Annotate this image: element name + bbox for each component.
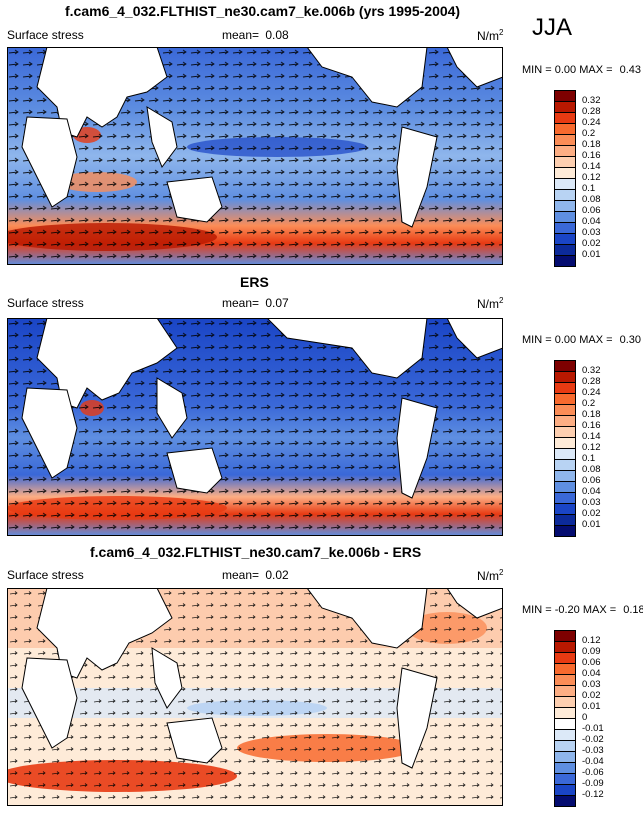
panel3-units: N/m2 bbox=[477, 568, 504, 583]
colorbar-tick-label: 0.08 bbox=[582, 194, 601, 205]
colorbar-tick-label: 0.2 bbox=[582, 128, 596, 139]
colorbar-tick-label: 0.18 bbox=[582, 139, 601, 150]
colorbar-tick-label: 0.28 bbox=[582, 376, 601, 387]
colorbar-tick-label: 0.03 bbox=[582, 227, 601, 238]
colorbar-tick-label: 0.02 bbox=[582, 690, 601, 701]
colorbar-tick-label: 0.14 bbox=[582, 431, 601, 442]
colorbar-tick-label: 0.12 bbox=[582, 442, 601, 453]
panel3-land bbox=[21, 588, 503, 769]
colorbar-tick-label: 0.04 bbox=[582, 216, 601, 227]
colorbar-tick-label: 0.01 bbox=[582, 519, 601, 530]
colorbar-swatch bbox=[554, 795, 576, 807]
colorbar-tick-label: 0.06 bbox=[582, 657, 601, 668]
panel1-minmax: MIN = 0.00 MAX = 0.43 bbox=[522, 64, 642, 76]
panel3-mean-value: 0.02 bbox=[265, 568, 289, 582]
colorbar-tick-label: 0.04 bbox=[582, 486, 601, 497]
colorbar-tick-label: 0.01 bbox=[582, 249, 601, 260]
colorbar-tick-label: 0 bbox=[582, 712, 588, 723]
colorbar-tick-label: 0.1 bbox=[582, 183, 596, 194]
colorbar-tick-label: 0.32 bbox=[582, 365, 601, 376]
colorbar-tick-label: 0.06 bbox=[582, 205, 601, 216]
panel3-title: f.cam6_4_032.FLTHIST_ne30.cam7_ke.006b -… bbox=[90, 544, 422, 560]
colorbar-tick-label: 0.32 bbox=[582, 95, 601, 106]
colorbar-tick-label: -0.01 bbox=[582, 723, 604, 734]
colorbar-tick-label: 0.09 bbox=[582, 646, 601, 657]
colorbar-tick-label: -0.03 bbox=[582, 745, 604, 756]
colorbar-tick-label: -0.12 bbox=[582, 789, 604, 800]
panel1-map bbox=[7, 47, 503, 265]
colorbar-tick-label: 0.02 bbox=[582, 238, 601, 249]
panel1-land bbox=[21, 47, 503, 228]
colorbar-tick-label: 0.06 bbox=[582, 475, 601, 486]
colorbar-swatch bbox=[554, 255, 576, 267]
panel3-map bbox=[7, 588, 503, 806]
colorbar-tick-label: 0.03 bbox=[582, 679, 601, 690]
panel1-mean: mean= 0.08 bbox=[222, 28, 289, 42]
colorbar-tick-label: 0.16 bbox=[582, 420, 601, 431]
colorbar-tick-label: 0.16 bbox=[582, 150, 601, 161]
panel2-land bbox=[21, 318, 503, 499]
panel1-title: f.cam6_4_032.FLTHIST_ne30.cam7_ke.006b (… bbox=[65, 3, 461, 19]
panel3-minmax: MIN = -0.20 MAX = 0.18 bbox=[522, 604, 643, 616]
panel2-colorbar bbox=[554, 360, 576, 537]
panel3-mean: mean= 0.02 bbox=[222, 568, 289, 582]
panel2-mean-label: mean= bbox=[222, 296, 260, 310]
colorbar-tick-label: 0.02 bbox=[582, 508, 601, 519]
colorbar-tick-label: 0.1 bbox=[582, 453, 596, 464]
colorbar-tick-label: -0.06 bbox=[582, 767, 604, 778]
season-label: JJA bbox=[532, 14, 573, 41]
panel3-colorbar bbox=[554, 630, 576, 807]
colorbar-tick-label: 0.03 bbox=[582, 497, 601, 508]
colorbar-tick-label: 0.28 bbox=[582, 106, 601, 117]
panel2-map bbox=[7, 318, 503, 536]
colorbar-tick-label: 0.24 bbox=[582, 387, 601, 398]
panel3-variable: Surface stress bbox=[7, 568, 84, 582]
colorbar-tick-label: 0.14 bbox=[582, 161, 601, 172]
panel1-colorbar bbox=[554, 90, 576, 267]
panel2-mean-value: 0.07 bbox=[265, 296, 289, 310]
panel1-units: N/m2 bbox=[477, 28, 504, 43]
panel2-mean: mean= 0.07 bbox=[222, 296, 289, 310]
panel2-title: ERS bbox=[240, 274, 269, 290]
colorbar-tick-label: 0.12 bbox=[582, 635, 601, 646]
colorbar-tick-label: 0.08 bbox=[582, 464, 601, 475]
colorbar-tick-label: 0.04 bbox=[582, 668, 601, 679]
panel1-mean-value: 0.08 bbox=[265, 28, 289, 42]
panel2-units: N/m2 bbox=[477, 296, 504, 311]
colorbar-tick-label: 0.01 bbox=[582, 701, 601, 712]
panel1-mean-label: mean= bbox=[222, 28, 260, 42]
colorbar-tick-label: 0.24 bbox=[582, 117, 601, 128]
colorbar-tick-label: 0.2 bbox=[582, 398, 596, 409]
colorbar-swatch bbox=[554, 525, 576, 537]
colorbar-tick-label: -0.02 bbox=[582, 734, 604, 745]
panel1-variable: Surface stress bbox=[7, 28, 84, 42]
panel2-minmax: MIN = 0.00 MAX = 0.30 bbox=[522, 334, 642, 346]
colorbar-tick-label: -0.04 bbox=[582, 756, 604, 767]
panel2-variable: Surface stress bbox=[7, 296, 84, 310]
colorbar-tick-label: 0.18 bbox=[582, 409, 601, 420]
colorbar-tick-label: 0.12 bbox=[582, 172, 601, 183]
panel3-mean-label: mean= bbox=[222, 568, 260, 582]
colorbar-tick-label: -0.09 bbox=[582, 778, 604, 789]
